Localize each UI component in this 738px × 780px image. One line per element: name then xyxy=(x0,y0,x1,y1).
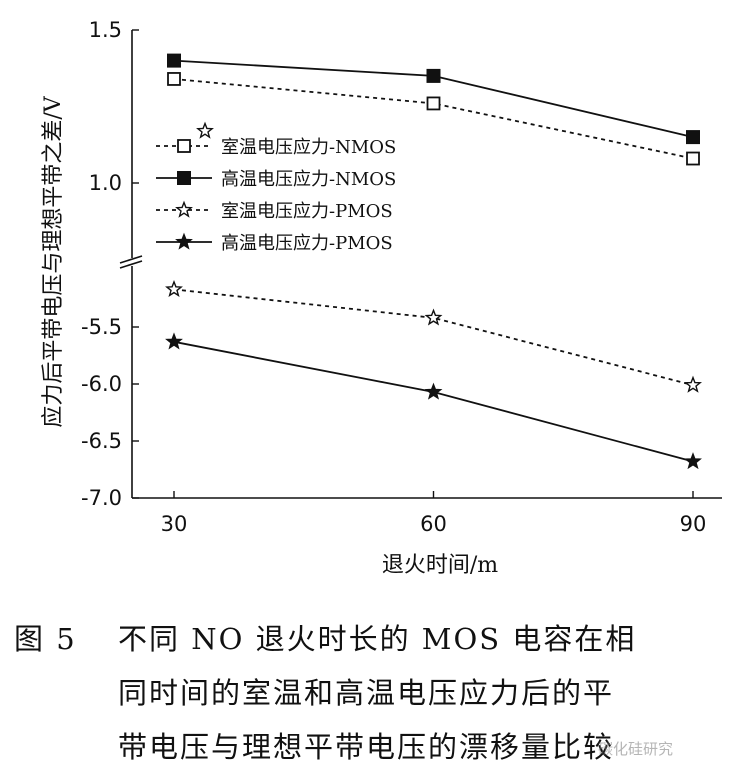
caption-line-2: 同时间的室温和高温电压应力后的平 xyxy=(118,676,615,710)
legend-entry-2: 高温电压应力-NMOS xyxy=(156,169,396,190)
y-tick-label: -6.5 xyxy=(81,429,122,453)
data-point xyxy=(167,72,181,86)
data-point xyxy=(426,68,441,83)
axis-break-mark xyxy=(119,255,143,264)
axis-break-gap xyxy=(120,258,144,265)
legend: 室温电压应力-NMOS 高温电压应力-NMOS 室温电压应力-PMOS 高温电压应力-… xyxy=(156,137,396,254)
legend-label: 高温电压应力-PMOS xyxy=(221,233,393,254)
y-tick-label: 1.0 xyxy=(89,171,122,195)
data-point xyxy=(686,130,700,145)
y-tick-label: -6.0 xyxy=(81,372,122,396)
data-point xyxy=(424,382,443,400)
legend-marker xyxy=(175,200,193,218)
legend-entry-1: 室温电压应力-NMOS xyxy=(156,137,396,158)
legend-marker xyxy=(177,171,191,185)
x-tick-label: 60 xyxy=(420,512,447,536)
x-axis-title: 退火时间/m xyxy=(382,553,498,578)
figure-number: 图 5 xyxy=(14,622,77,656)
figure-caption: 图 5 不同 NO 退火时长的 MOS 电容在相 同时间的室温和高温电压应力后的平… xyxy=(14,612,734,774)
data-point xyxy=(686,151,700,166)
legend-marker xyxy=(175,232,193,250)
data-point xyxy=(167,53,181,68)
y-tick-label: 1.5 xyxy=(89,18,122,42)
caption-line-3: 带电压与理想平带电压的漂移量比较 xyxy=(118,730,615,764)
data-point xyxy=(426,96,441,111)
legend-marker xyxy=(177,139,191,153)
axes: 1.5 1.0 -5.5 -6.0 -6.5 -7.0 30 60 90 退火时间/m 应力后平带电… xyxy=(41,18,722,578)
series-line xyxy=(173,288,694,387)
legend-entry-4: 高温电压应力-PMOS xyxy=(156,232,393,254)
series-layer xyxy=(165,53,702,470)
series-3 xyxy=(165,279,702,393)
y-tick-label: -7.0 xyxy=(81,486,122,510)
series-1 xyxy=(167,72,700,166)
stray-star-marker xyxy=(196,121,214,139)
data-point xyxy=(684,452,702,470)
y-axis-title: 应力后平带电压与理想平带之差/V xyxy=(41,95,66,427)
series-4 xyxy=(165,332,702,470)
legend-entry-3: 室温电压应力-PMOS xyxy=(156,200,393,222)
x-tick-label: 30 xyxy=(161,512,188,536)
y-tick-label: -5.5 xyxy=(81,315,122,339)
data-point xyxy=(165,279,183,297)
series-line xyxy=(173,340,694,463)
legend-label: 室温电压应力-NMOS xyxy=(221,137,396,158)
x-tick-label: 90 xyxy=(680,512,707,536)
caption-line-1: 不同 NO 退火时长的 MOS 电容在相 xyxy=(118,622,637,656)
watermark: 碳化硅研究 xyxy=(598,740,674,758)
legend-label: 高温电压应力-NMOS xyxy=(221,169,396,190)
axis-break-mark xyxy=(119,260,143,269)
legend-label: 室温电压应力-PMOS xyxy=(221,201,393,222)
data-point xyxy=(684,375,702,393)
series-2 xyxy=(167,53,700,145)
data-point xyxy=(424,308,443,326)
chart: 1.5 1.0 -5.5 -6.0 -6.5 -7.0 30 60 90 退火时间/m 应力后平带电… xyxy=(41,18,722,578)
data-point xyxy=(165,332,183,350)
